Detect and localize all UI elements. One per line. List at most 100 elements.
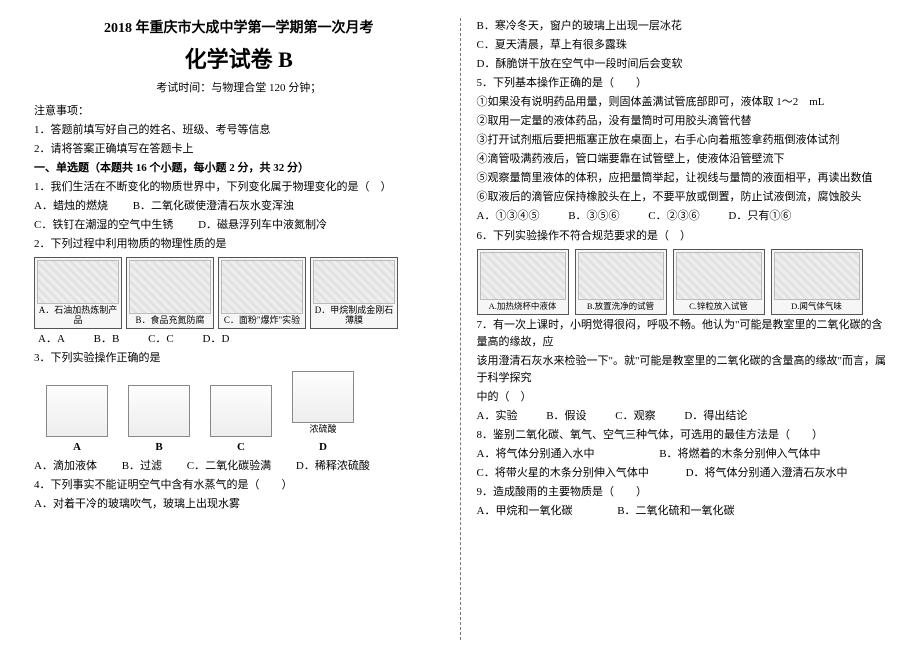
q9-opt-b: B．二氧化硫和一氧化碳 — [617, 503, 734, 520]
q1-opt-d: D．磁悬浮列车中液氮制冷 — [198, 217, 327, 234]
sketch-placeholder — [774, 252, 860, 301]
q2-cap-b: B．食品充氮防腐 — [135, 316, 204, 326]
q7-opts: A．实验 B．假设 C．观察 D．得出结论 — [477, 408, 887, 425]
q3-cell-d: 浓硫酸 D — [292, 371, 354, 456]
q2-img-c: C．面粉"爆炸"实验 — [218, 257, 306, 329]
q7-opt-d: D．得出结论 — [684, 408, 747, 425]
q6-image-row: A.加热烧杯中液体 B.放置洗净的试管 C.锌粒放入试管 D.闻气体气味 — [477, 249, 887, 315]
q1-opts-row2: C．铁钉在潮湿的空气中生锈 D．磁悬浮列车中液氮制冷 — [34, 217, 444, 234]
q4-opt-d: D．酥脆饼干放在空气中一段时间后会变软 — [477, 56, 887, 73]
q8-opt-b: B．将燃着的木条分别伸入气体中 — [659, 446, 820, 463]
q8-opts-row2: C．将带火星的木条分别伸入气体中 D．将气体分别通入澄清石灰水中 — [477, 465, 887, 482]
q2-cap-d: D．甲烷制成金刚石薄膜 — [313, 306, 395, 326]
q2-cap-c: C．面粉"爆炸"实验 — [224, 316, 300, 326]
q3-pic-b — [128, 385, 190, 437]
q2-img-b: B．食品充氮防腐 — [126, 257, 214, 329]
q6-img-c: C.锌粒放入试管 — [673, 249, 765, 315]
notice-head: 注意事项： — [34, 103, 444, 120]
q7-line3: 中的（ ） — [477, 389, 887, 406]
q8-opts-row1: A．将气体分别通入水中 B．将燃着的木条分别伸入气体中 — [477, 446, 887, 463]
sketch-placeholder — [480, 252, 566, 301]
q5-opts: A．①③④⑤ B．③⑤⑥ C．②③⑥ D．只有①⑥ — [477, 208, 887, 225]
q5-item: ⑥取液后的滴管应保持橡胶头在上，不要平放或倒置，防止试液倒流，腐蚀胶头 — [477, 189, 887, 206]
q3-opt-a: A．滴加液体 — [34, 458, 97, 475]
left-column: 2018 年重庆市大成中学第一学期第一次月考 化学试卷 B 考试时间：与物理合堂… — [26, 18, 458, 640]
q3-cell-a: A — [46, 385, 108, 456]
q3-lab-d: D — [292, 439, 354, 456]
q9-opts-row1: A．甲烷和一氧化碳 B．二氧化硫和一氧化碳 — [477, 503, 887, 520]
column-divider — [460, 18, 461, 640]
q3-cell-b: B — [128, 385, 190, 456]
q2-stem: 2．下列过程中利用物质的物理性质的是 — [34, 236, 444, 253]
sketch-placeholder — [578, 252, 664, 301]
q1-stem: 1．我们生活在不断变化的物质世界中，下列变化属于物理变化的是（ ） — [34, 179, 444, 196]
notice-item: 1．答题前填写好自己的姓名、班级、考号等信息 — [34, 122, 444, 139]
q4-opt-b: B．寒冷冬天，窗户的玻璃上出现一层冰花 — [477, 18, 887, 35]
q8-opt-d: D．将气体分别通入澄清石灰水中 — [686, 465, 848, 482]
q7-line1: 7．有一次上课时，小明觉得很闷，呼吸不畅。他认为"可能是教室里的二氧化碳的含量高… — [477, 317, 887, 351]
notice-item: 2．请将答案正确填写在答题卡上 — [34, 141, 444, 158]
sketch-placeholder — [313, 260, 395, 304]
q1-opt-c: C．铁钉在潮湿的空气中生锈 — [34, 217, 173, 234]
sketch-placeholder — [129, 260, 211, 314]
q9-opt-a: A．甲烷和一氧化碳 — [477, 503, 573, 520]
q3-cell-c: C — [210, 385, 272, 456]
sketch-placeholder — [676, 252, 762, 301]
q3-pic-a — [46, 385, 108, 437]
q5-item: ③打开试剂瓶后要把瓶塞正放在桌面上，右手心向着瓶签拿药瓶倒液体试剂 — [477, 132, 887, 149]
q3-opt-b: B．过滤 — [122, 458, 162, 475]
q2-ans-c: C．C — [148, 331, 174, 348]
q6-cap-d: D.闻气体气味 — [791, 302, 842, 311]
q2-answer-opts: A．A B．B C．C D．D — [34, 331, 444, 348]
header-subtitle: 考试时间：与物理合堂 120 分钟； — [34, 80, 444, 97]
sketch-placeholder — [37, 260, 119, 304]
q8-stem: 8．鉴别二氧化碳、氧气、空气三种气体，可选用的最佳方法是（ ） — [477, 427, 887, 444]
q6-cap-c: C.锌粒放入试管 — [689, 302, 748, 311]
q2-ans-b: B．B — [94, 331, 120, 348]
q5-item: ⑤观察量筒里液体的体积，应把量筒举起，让视线与量筒的液面相平，再读出数值 — [477, 170, 887, 187]
q4-opt-c: C．夏天清晨，草上有很多露珠 — [477, 37, 887, 54]
q5-opt-d: D．只有①⑥ — [728, 208, 791, 225]
q3-stem: 3．下列实验操作正确的是 — [34, 350, 444, 367]
q8-opt-a: A．将气体分别通入水中 — [477, 446, 595, 463]
header-line2: 化学试卷 B — [34, 43, 444, 77]
sketch-placeholder — [221, 260, 303, 314]
q2-img-d: D．甲烷制成金刚石薄膜 — [310, 257, 398, 329]
q8-opt-c: C．将带火星的木条分别伸入气体中 — [477, 465, 649, 482]
q5-item: ①如果没有说明药品用量，则固体盖满试管底部即可，液体取 1～2 mL — [477, 94, 887, 111]
q3-lab-b: B — [128, 439, 190, 456]
header-line1: 2018 年重庆市大成中学第一学期第一次月考 — [34, 18, 444, 40]
q3-opts: A．滴加液体 B．过滤 C．二氧化碳验满 D．稀释浓硫酸 — [34, 458, 444, 475]
q3-image-row: A B C 浓硫酸 D — [46, 371, 444, 456]
q6-stem: 6．下列实验操作不符合规范要求的是（ ） — [477, 228, 887, 245]
q7-opt-c: C．观察 — [615, 408, 655, 425]
section1-heading: 一、单选题（本题共 16 个小题，每小题 2 分，共 32 分） — [34, 160, 444, 177]
q6-img-d: D.闻气体气味 — [771, 249, 863, 315]
q3-lab-c: C — [210, 439, 272, 456]
q5-stem: 5．下列基本操作正确的是（ ） — [477, 75, 887, 92]
q3-opt-c: C．二氧化碳验满 — [187, 458, 271, 475]
q3-pic-d — [292, 371, 354, 423]
q1-opt-b: B．二氧化碳使澄清石灰水变浑浊 — [133, 198, 294, 215]
q3-extra-d: 浓硫酸 — [292, 423, 354, 437]
q1-opt-a: A．蜡烛的燃烧 — [34, 198, 108, 215]
q6-cap-b: B.放置洗净的试管 — [587, 302, 654, 311]
q7-opt-b: B．假设 — [546, 408, 586, 425]
q6-cap-a: A.加热烧杯中液体 — [489, 302, 557, 311]
q5-opt-b: B．③⑤⑥ — [568, 208, 619, 225]
exam-page: 2018 年重庆市大成中学第一学期第一次月考 化学试卷 B 考试时间：与物理合堂… — [0, 0, 920, 650]
q5-opt-a: A．①③④⑤ — [477, 208, 540, 225]
q3-pic-c — [210, 385, 272, 437]
q3-opt-d: D．稀释浓硫酸 — [296, 458, 370, 475]
q6-img-b: B.放置洗净的试管 — [575, 249, 667, 315]
q7-line2: 该用澄清石灰水来检验一下"。就"可能是教室里的二氧化碳的含量高的缘故"而言，属于… — [477, 353, 887, 387]
q5-item: ④滴管吸满药液后，管口端要靠在试管壁上，使液体沿管壁流下 — [477, 151, 887, 168]
right-column: B．寒冷冬天，窗户的玻璃上出现一层冰花 C．夏天清晨，草上有很多露珠 D．酥脆饼… — [463, 18, 895, 640]
q6-img-a: A.加热烧杯中液体 — [477, 249, 569, 315]
q4-opt-a: A．对着干冷的玻璃吹气，玻璃上出现水雾 — [34, 496, 444, 513]
q2-ans-a: A．A — [38, 331, 65, 348]
q4-stem: 4．下列事实不能证明空气中含有水蒸气的是（ ） — [34, 477, 444, 494]
q9-stem: 9．造成酸雨的主要物质是（ ） — [477, 484, 887, 501]
q7-opt-a: A．实验 — [477, 408, 518, 425]
q5-opt-c: C．②③⑥ — [648, 208, 699, 225]
